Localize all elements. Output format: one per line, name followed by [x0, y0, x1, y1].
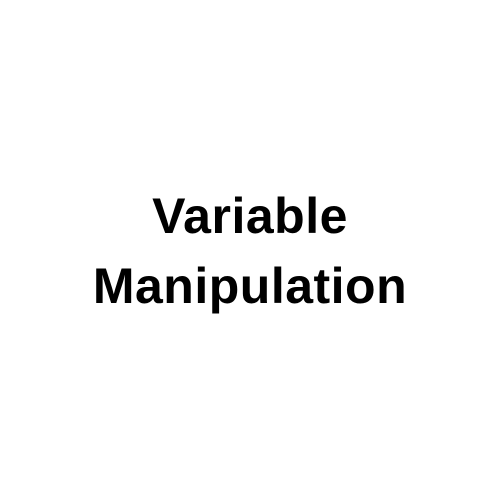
page-title: Variable Manipulation: [0, 181, 500, 321]
title-line-2: Manipulation: [92, 258, 408, 314]
title-line-1: Variable: [152, 188, 348, 244]
